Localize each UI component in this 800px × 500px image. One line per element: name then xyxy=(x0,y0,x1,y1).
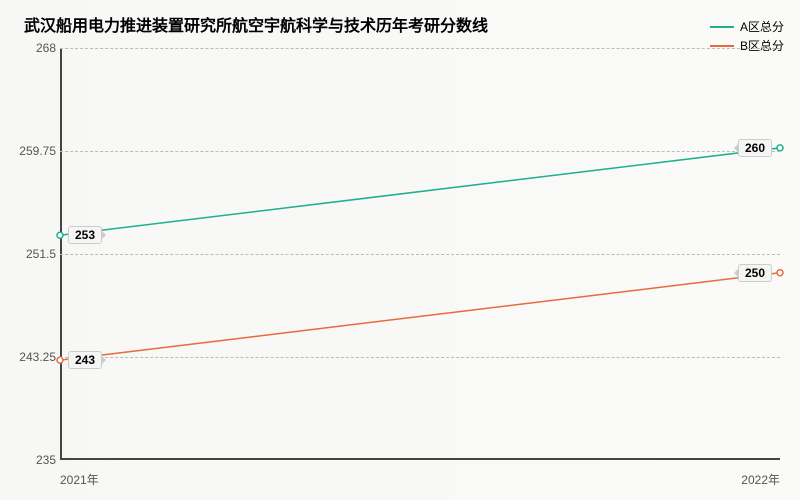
data-label: 253 xyxy=(68,226,102,244)
data-label: 260 xyxy=(738,139,772,157)
chart-title: 武汉船用电力推进装置研究所航空宇航科学与技术历年考研分数线 xyxy=(24,12,488,36)
grid-line xyxy=(60,254,780,255)
grid-line xyxy=(60,357,780,358)
line-chart: 武汉船用电力推进装置研究所航空宇航科学与技术历年考研分数线 A区总分B区总分 2… xyxy=(0,0,800,500)
y-tick-label: 259.75 xyxy=(8,144,56,158)
data-label: 250 xyxy=(738,264,772,282)
y-tick-label: 268 xyxy=(8,41,56,55)
y-tick-label: 243.25 xyxy=(8,350,56,364)
legend-item: A区总分 xyxy=(710,18,784,35)
legend-swatch xyxy=(710,45,734,47)
y-tick-label: 235 xyxy=(8,453,56,467)
plot-area: 235243.25251.5259.752682021年2022年2532602… xyxy=(60,48,780,460)
legend-label: A区总分 xyxy=(740,18,784,35)
y-tick-label: 251.5 xyxy=(8,247,56,261)
legend-swatch xyxy=(710,26,734,28)
data-label: 243 xyxy=(68,351,102,369)
x-tick-label: 2022年 xyxy=(741,471,780,488)
grid-line xyxy=(60,48,780,49)
grid-line xyxy=(60,151,780,152)
x-tick-label: 2021年 xyxy=(60,471,99,488)
